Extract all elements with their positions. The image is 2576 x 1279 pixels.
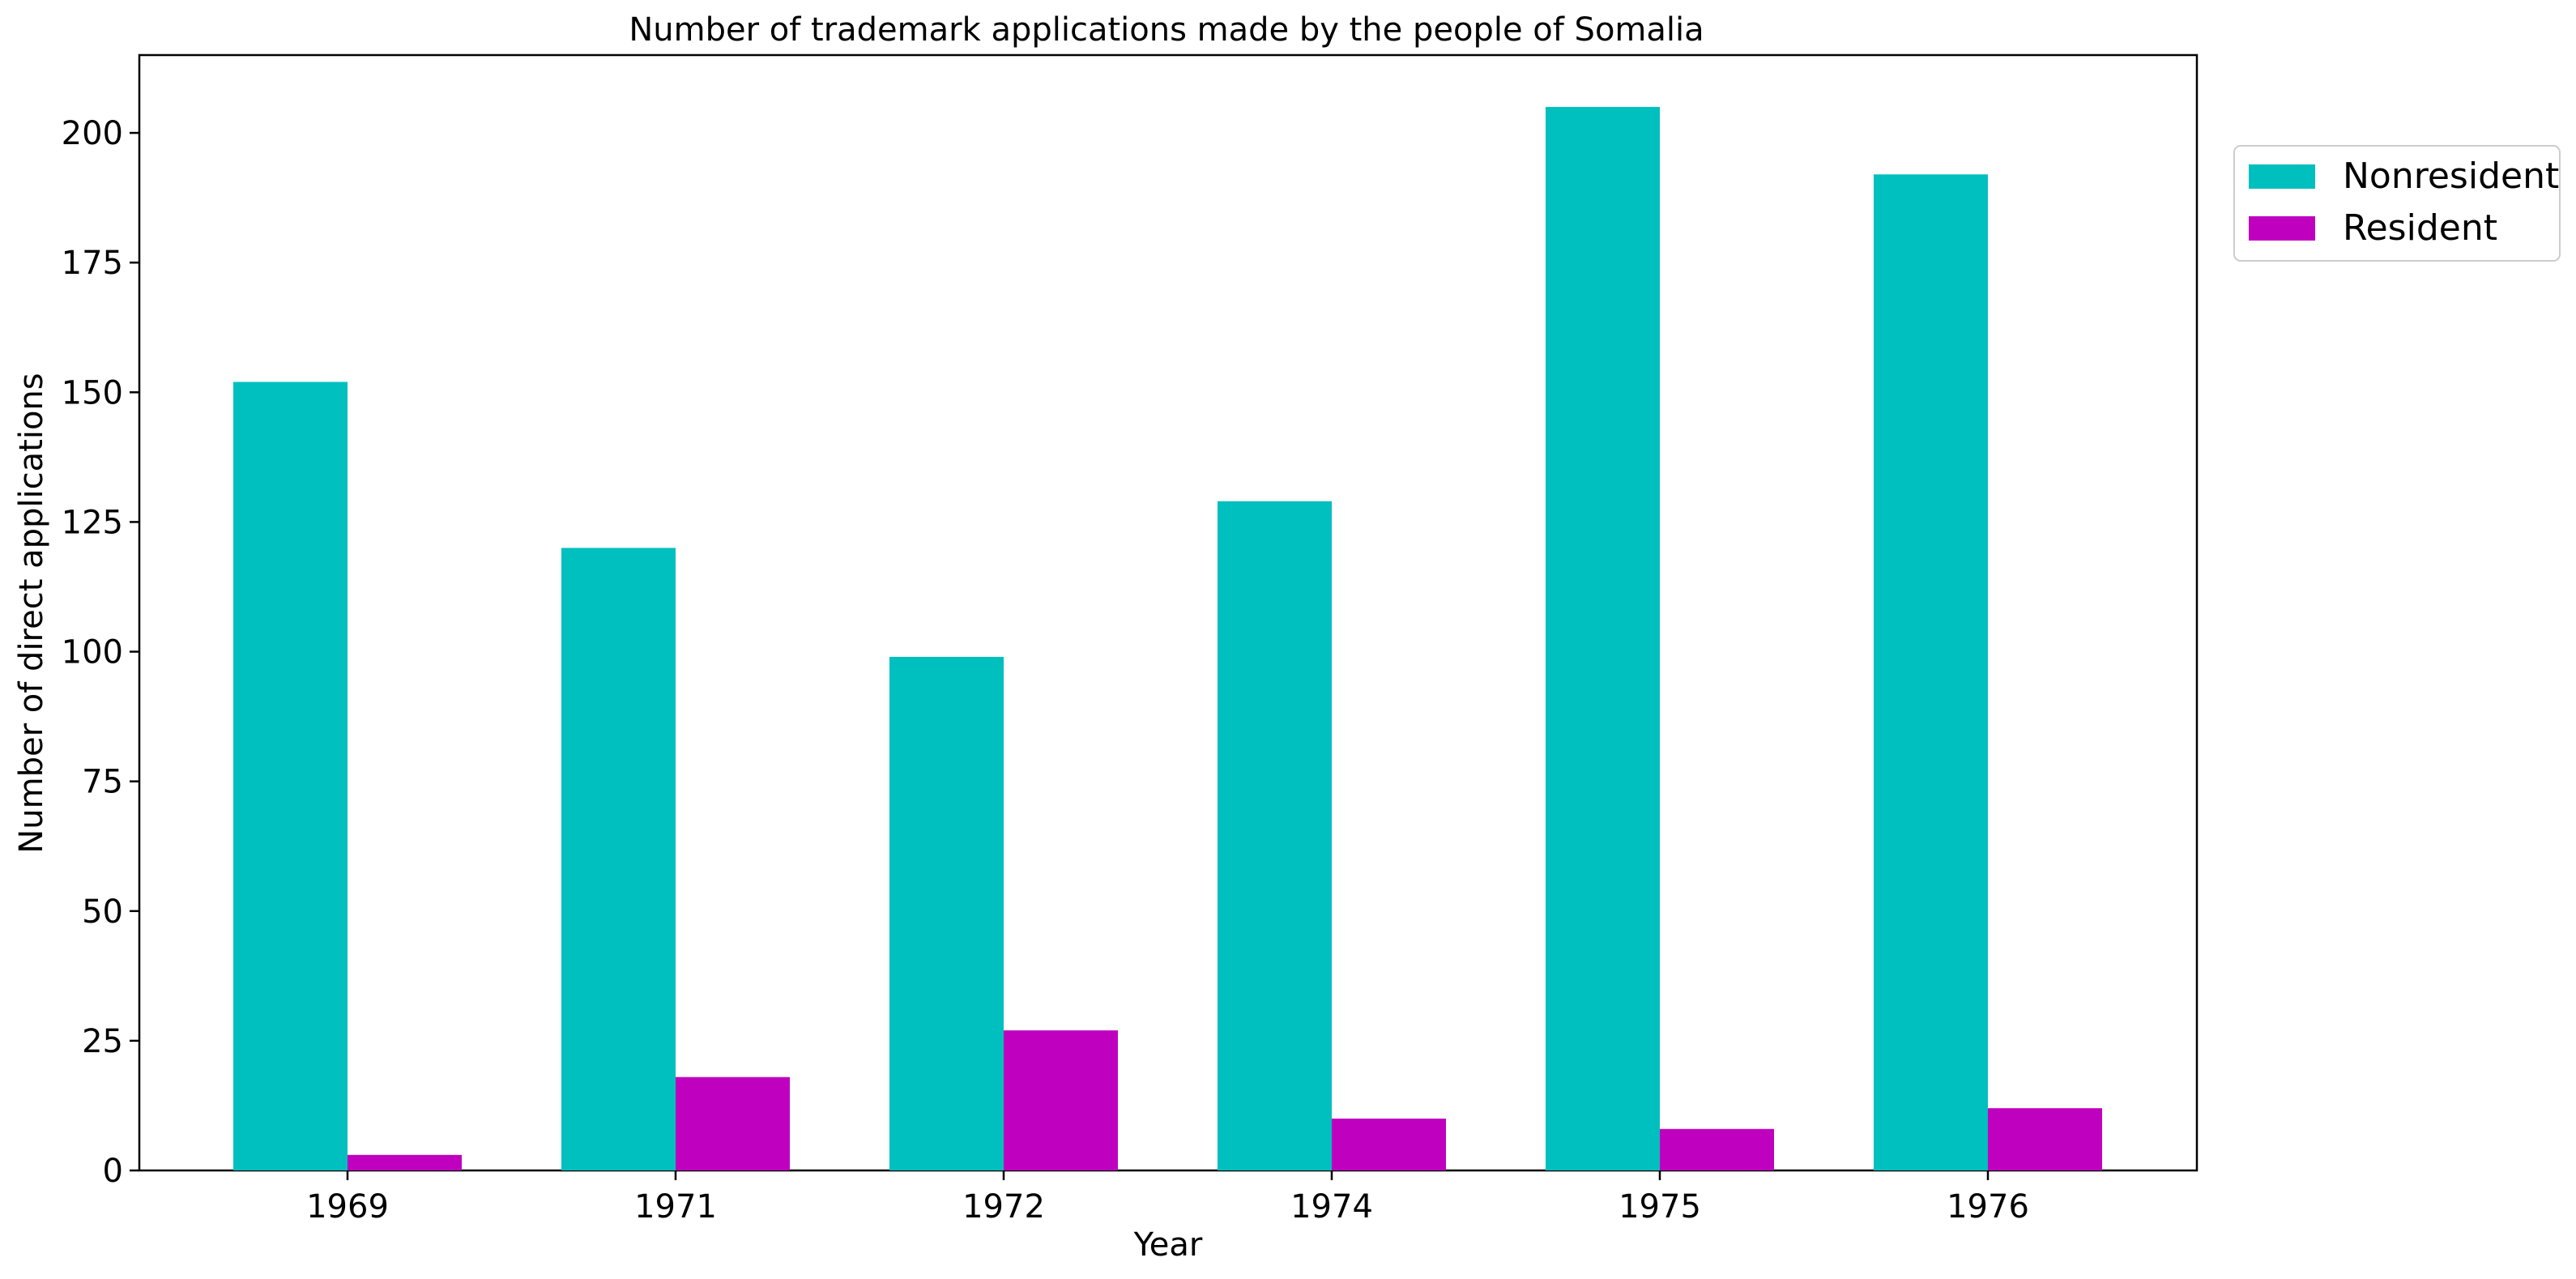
legend-swatch-nonresident [2249, 164, 2315, 189]
y-tick-label: 50 [82, 893, 123, 931]
x-tick-label: 1971 [634, 1188, 717, 1226]
plot-frame [138, 53, 2199, 1172]
legend-label-nonresident: Nonresident [2343, 156, 2559, 197]
bar-nonresident-1972 [889, 656, 1004, 1170]
bar-nonresident-1969 [233, 382, 348, 1170]
bar-nonresident-1971 [561, 548, 676, 1170]
x-axis-label: Year [1133, 1226, 1203, 1264]
y-tick-label: 125 [62, 504, 123, 541]
bar-nonresident-1974 [1218, 501, 1332, 1170]
y-tick-label: 200 [62, 115, 123, 152]
bar-resident-1969 [348, 1154, 462, 1170]
y-tick-label: 100 [62, 634, 123, 671]
bar-resident-1972 [1004, 1030, 1118, 1170]
x-tick-label: 1969 [306, 1188, 389, 1226]
bar-nonresident-1976 [1874, 174, 1988, 1170]
x-tick-label: 1972 [962, 1188, 1045, 1226]
bar-resident-1976 [1988, 1108, 2102, 1170]
y-tick-label: 150 [62, 374, 123, 411]
x-tick-label: 1974 [1290, 1188, 1373, 1226]
legend-frame [2233, 145, 2561, 262]
legend-label-resident: Resident [2343, 207, 2497, 249]
x-tick-label: 1976 [1947, 1188, 2029, 1226]
bar-resident-1974 [1332, 1118, 1446, 1170]
x-tick-label: 1975 [1619, 1188, 1701, 1226]
legend-swatch-resident [2249, 216, 2315, 241]
y-tick-label: 0 [103, 1153, 123, 1190]
x-axis: 1969 1971 1972 1974 1975 1976 [306, 1170, 2029, 1226]
y-tick-label: 175 [62, 245, 123, 282]
y-tick-label: 25 [82, 1023, 123, 1060]
chart-title: Number of trademark applications made by… [629, 11, 1704, 49]
legend: Nonresident Resident [2233, 145, 2561, 262]
y-tick-label: 75 [82, 764, 123, 801]
bar-resident-1975 [1660, 1128, 1774, 1170]
y-axis-label: Number of direct applications [13, 373, 50, 853]
bar-resident-1971 [676, 1076, 790, 1170]
bar-nonresident-1975 [1546, 107, 1660, 1170]
bars [233, 107, 2102, 1170]
y-axis: 0 25 50 75 100 125 150 175 200 [62, 115, 139, 1190]
